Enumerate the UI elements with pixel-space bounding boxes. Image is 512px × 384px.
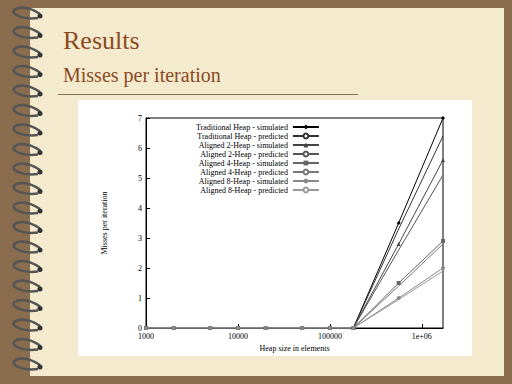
svg-text:Misses per iteration: Misses per iteration	[63, 64, 221, 87]
svg-text:Aligned 8-Heap - simulated: Aligned 8-Heap - simulated	[199, 177, 288, 186]
svg-text:Aligned 2-Heap - predicted: Aligned 2-Heap - predicted	[200, 150, 288, 159]
svg-text:1: 1	[138, 294, 142, 303]
svg-text:2: 2	[138, 264, 142, 273]
svg-text:6: 6	[138, 144, 142, 153]
svg-text:0: 0	[138, 323, 142, 333]
svg-text:Heap size in elements: Heap size in elements	[260, 344, 330, 353]
svg-text:1000: 1000	[138, 332, 154, 341]
svg-text:4: 4	[138, 204, 142, 213]
svg-text:10000: 10000	[228, 332, 248, 341]
svg-text:Aligned 4-Heap - simulated: Aligned 4-Heap - simulated	[199, 159, 288, 168]
svg-text:1e+06: 1e+06	[412, 332, 432, 341]
svg-text:7: 7	[138, 114, 142, 123]
svg-text:Misses per iteration: Misses per iteration	[100, 191, 109, 254]
svg-text:Aligned 4-Heap - predicted: Aligned 4-Heap - predicted	[200, 168, 288, 177]
svg-text:5: 5	[138, 174, 142, 183]
svg-text:Traditional Heap - predicted: Traditional Heap - predicted	[197, 132, 288, 141]
svg-text:Traditional Heap - simulated: Traditional Heap - simulated	[196, 123, 288, 132]
svg-text:3: 3	[138, 234, 142, 243]
svg-text:Aligned 2-Heap - simulated: Aligned 2-Heap - simulated	[199, 141, 288, 150]
svg-text:Aligned 8-Heap - predicted: Aligned 8-Heap - predicted	[200, 186, 288, 195]
svg-text:Results: Results	[63, 26, 140, 55]
svg-text:100000: 100000	[318, 332, 342, 341]
